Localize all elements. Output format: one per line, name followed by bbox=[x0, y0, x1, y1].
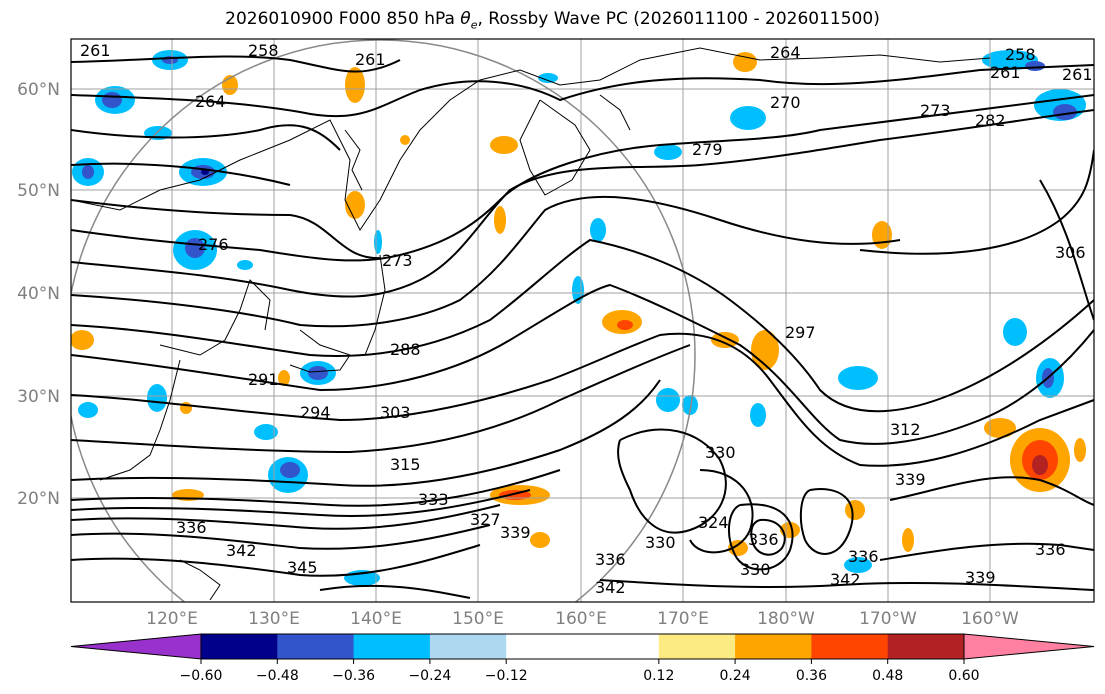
lat-label-60n: 60°N bbox=[17, 80, 60, 100]
colorbar-tick-label: 0.24 bbox=[720, 668, 751, 684]
svg-text:330: 330 bbox=[705, 443, 736, 462]
contour-labels: 261 258 264 261 264 270 273 279 282 261 … bbox=[80, 41, 1093, 597]
lon-label-160e: 160°E bbox=[555, 609, 607, 629]
svg-text:288: 288 bbox=[390, 340, 421, 359]
svg-text:273: 273 bbox=[382, 251, 413, 270]
colorbar-tick-label: 0.36 bbox=[796, 668, 827, 684]
svg-text:336: 336 bbox=[748, 530, 779, 549]
svg-text:261: 261 bbox=[1062, 65, 1093, 84]
svg-text:261: 261 bbox=[990, 63, 1021, 82]
svg-text:312: 312 bbox=[890, 420, 921, 439]
lon-label-170w: 170°W bbox=[859, 609, 917, 629]
svg-text:327: 327 bbox=[470, 510, 501, 529]
svg-text:330: 330 bbox=[645, 533, 676, 552]
colorbar-segment bbox=[353, 634, 431, 659]
colorbar-segment bbox=[201, 634, 278, 659]
svg-text:306: 306 bbox=[1055, 243, 1086, 262]
lon-label-130e: 130°E bbox=[248, 609, 300, 629]
svg-text:333: 333 bbox=[418, 490, 449, 509]
svg-text:276: 276 bbox=[198, 235, 229, 254]
lon-label-120e: 120°E bbox=[146, 609, 198, 629]
colorbar-tick-label: −0.24 bbox=[408, 668, 451, 684]
theta-e-contours bbox=[71, 55, 1094, 599]
colorbar-segment bbox=[582, 634, 660, 659]
svg-text:336: 336 bbox=[176, 518, 207, 537]
svg-text:315: 315 bbox=[390, 455, 421, 474]
svg-text:339: 339 bbox=[895, 470, 926, 489]
svg-text:339: 339 bbox=[965, 568, 996, 587]
svg-text:279: 279 bbox=[692, 140, 723, 159]
lat-label-20n: 20°N bbox=[17, 489, 60, 509]
lat-label-40n: 40°N bbox=[17, 284, 60, 304]
svg-text:261: 261 bbox=[80, 41, 111, 60]
domain-circle bbox=[71, 39, 696, 602]
svg-text:330: 330 bbox=[740, 560, 771, 579]
colorbar-tick-label: −0.60 bbox=[180, 668, 223, 684]
svg-text:264: 264 bbox=[195, 92, 226, 111]
svg-text:282: 282 bbox=[975, 111, 1006, 130]
lon-label-160w: 160°W bbox=[961, 609, 1019, 629]
svg-text:270: 270 bbox=[770, 93, 801, 112]
graticule bbox=[71, 39, 1094, 602]
colorbar-tick-label: 0.48 bbox=[872, 668, 903, 684]
svg-text:294: 294 bbox=[300, 403, 331, 422]
lat-label-30n: 30°N bbox=[17, 387, 60, 407]
map-area bbox=[71, 39, 1094, 602]
colorbar-tick-label: −0.48 bbox=[256, 668, 299, 684]
map-frame bbox=[70, 38, 1095, 603]
svg-text:342: 342 bbox=[226, 541, 257, 560]
colorbar-extend-high bbox=[963, 633, 1095, 660]
svg-text:261: 261 bbox=[355, 50, 386, 69]
colorbar: −0.60 −0.48 −0.36 −0.24 −0.12 0.12 0.24 0.36 0.4… bbox=[70, 633, 1095, 684]
lon-label-170e: 170°E bbox=[657, 609, 709, 629]
svg-text:258: 258 bbox=[1005, 45, 1036, 64]
latitude-labels: 60°N 50°N 40°N 30°N 20°N bbox=[17, 80, 60, 509]
svg-text:342: 342 bbox=[830, 570, 861, 589]
lat-label-50n: 50°N bbox=[17, 181, 60, 201]
svg-text:273: 273 bbox=[920, 101, 951, 120]
colorbar-segment bbox=[506, 634, 583, 659]
svg-text:291: 291 bbox=[248, 370, 279, 389]
colorbar-tick-label: −0.36 bbox=[332, 668, 375, 684]
svg-text:345: 345 bbox=[287, 558, 318, 577]
colorbar-segment bbox=[658, 634, 736, 659]
svg-text:336: 336 bbox=[848, 547, 879, 566]
svg-text:324: 324 bbox=[698, 513, 729, 532]
map-title: 2026010900 F000 850 hPa θe, Rossby Wave … bbox=[225, 9, 880, 32]
colorbar-segment bbox=[887, 634, 965, 659]
colorbar-segment bbox=[277, 634, 355, 659]
colorbar-tick-label: −0.12 bbox=[485, 668, 528, 684]
svg-text:339: 339 bbox=[500, 523, 531, 542]
colorbar-segment bbox=[429, 634, 507, 659]
svg-text:336: 336 bbox=[1035, 540, 1066, 559]
colorbar-frame bbox=[200, 633, 965, 660]
colorbar-segment bbox=[811, 634, 889, 659]
lon-label-180w: 180°W bbox=[757, 609, 815, 629]
svg-text:336: 336 bbox=[595, 550, 626, 569]
lon-label-140e: 140°E bbox=[350, 609, 402, 629]
lon-label-150e: 150°E bbox=[452, 609, 504, 629]
colorbar-extend-low bbox=[70, 633, 202, 660]
colorbar-tick-label: 0.60 bbox=[948, 668, 979, 684]
svg-text:342: 342 bbox=[595, 578, 626, 597]
svg-text:297: 297 bbox=[785, 323, 816, 342]
colorbar-tick-label: 0.12 bbox=[643, 668, 674, 684]
svg-text:303: 303 bbox=[380, 403, 411, 422]
coastlines bbox=[71, 47, 991, 601]
colorbar-segment bbox=[735, 634, 812, 659]
longitude-labels: 120°E 130°E 140°E 150°E 160°E 170°E 180°… bbox=[146, 609, 1019, 629]
svg-text:258: 258 bbox=[248, 41, 279, 60]
svg-text:264: 264 bbox=[770, 43, 801, 62]
